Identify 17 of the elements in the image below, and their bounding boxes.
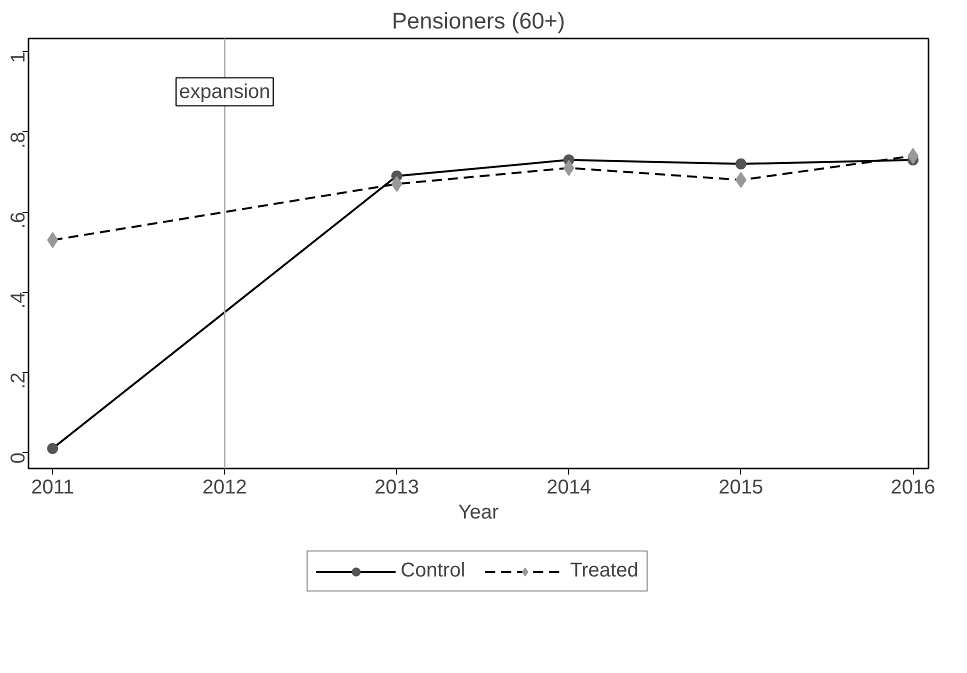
x-tick-label: 2014 <box>546 476 592 498</box>
legend-label: Treated <box>570 560 638 582</box>
legend-label: Control <box>400 560 466 582</box>
x-tick-label: 2015 <box>718 476 764 498</box>
x-tick-label: 2012 <box>202 476 247 498</box>
y-tick-label: .8 <box>8 132 30 149</box>
x-tick-label: 2011 <box>31 476 74 498</box>
x-tick-label: 2013 <box>374 476 420 498</box>
x-tick-label: 2016 <box>890 476 936 498</box>
y-tick-label: .6 <box>8 212 30 229</box>
y-tick-label: .2 <box>8 372 30 389</box>
x-axis-title: Year <box>458 502 500 524</box>
y-tick-label: 1 <box>8 52 30 63</box>
y-tick-label: .4 <box>8 292 30 309</box>
chart-title: Pensioners (60+) <box>392 8 566 34</box>
annotation: expansion <box>179 80 270 103</box>
y-tick-label: 0 <box>8 452 30 464</box>
